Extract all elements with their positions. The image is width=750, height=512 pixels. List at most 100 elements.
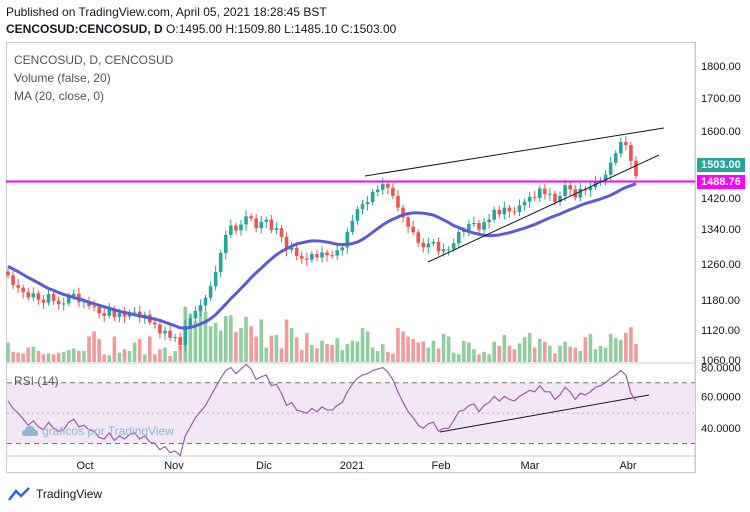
volume-bar [370, 347, 375, 362]
candle-body [299, 255, 304, 259]
candle-body [497, 209, 502, 215]
volume-bar [375, 350, 380, 362]
volume-bar [158, 349, 162, 362]
volume-bar [446, 336, 451, 362]
candle-body [249, 216, 253, 219]
candle-body [421, 242, 426, 248]
candle-body [522, 201, 527, 206]
volume-bar [350, 340, 355, 362]
volume-bar [132, 342, 137, 362]
volume-bar [279, 348, 284, 362]
candle-body [11, 275, 15, 286]
candle-body [543, 188, 547, 195]
hline-price-tag: 1488.76 [697, 175, 745, 189]
candle-body [203, 297, 208, 306]
volume-bar [416, 342, 421, 362]
candle-body [613, 153, 618, 163]
volume-bar [51, 354, 56, 362]
candle-body [355, 209, 360, 221]
volume-bar [26, 347, 31, 362]
candle-body [173, 337, 177, 339]
candle-body [375, 189, 380, 192]
volume-bar [117, 352, 122, 362]
volume-bar [482, 351, 486, 362]
candle-body [472, 222, 476, 225]
volume-bar [451, 352, 456, 362]
candle-body [619, 142, 623, 154]
volume-bar [178, 345, 182, 362]
volume-bar [613, 338, 618, 362]
volume-bar [284, 319, 289, 362]
candle-body [213, 272, 218, 287]
candle-body [158, 324, 162, 334]
candle-body [193, 310, 198, 319]
volume-bar [274, 334, 279, 362]
candle-body [532, 196, 537, 198]
volume-bar [467, 342, 471, 362]
volume-bar [386, 351, 390, 362]
candle-body [482, 222, 486, 230]
volume-bar [563, 341, 567, 362]
candle-body [107, 309, 112, 316]
volume-bar [320, 340, 324, 362]
price-tick-label: 1260.00 [701, 259, 741, 271]
volume-bar [163, 347, 167, 362]
candle-body [289, 247, 294, 250]
legend-series: CENCOSUD, D, CENCOSUD [14, 53, 174, 67]
candle-body [102, 313, 107, 316]
price-tick-label: 1800.00 [701, 61, 741, 73]
volume-bar [31, 346, 36, 362]
candle-body [401, 207, 405, 218]
candle-body [406, 217, 410, 227]
candle-body [92, 306, 96, 308]
cloud-icon [22, 426, 38, 436]
high-label: H: [225, 22, 238, 36]
candle-body [416, 232, 421, 243]
volume-bar [598, 345, 603, 362]
candle-body [239, 224, 243, 231]
volume-bar [340, 350, 345, 362]
time-tick-label: 2021 [340, 460, 364, 472]
symbol-label: CENCOSUD:CENCOSUD, D [6, 22, 163, 36]
legend-ma: MA (20, close, 0) [14, 89, 105, 103]
candle-body [456, 231, 461, 244]
low-value: 1485.10 [294, 22, 338, 36]
candle-body [310, 254, 314, 260]
volume-bar [254, 336, 258, 362]
candle-body [548, 193, 552, 195]
volume-bar [411, 339, 415, 362]
volume-bar [537, 339, 542, 362]
volume-bar [56, 352, 61, 362]
candle-body [16, 285, 20, 288]
candle-body [634, 160, 638, 177]
candle-body [168, 330, 172, 338]
volume-bar [578, 350, 583, 362]
volume-bar [264, 347, 269, 362]
candle-body [391, 187, 395, 197]
volume-bar [608, 333, 613, 362]
candle-body [259, 221, 264, 229]
candle-body [264, 219, 269, 222]
footer-brand[interactable]: TradingView [8, 487, 102, 501]
volume-bar [299, 350, 304, 362]
candle-body [36, 293, 41, 300]
candle-body [132, 311, 137, 313]
volume-bar [46, 353, 51, 362]
time-tick-label: Nov [164, 460, 184, 472]
volume-bar [603, 347, 608, 362]
price-tick-label: 1120.00 [701, 325, 740, 337]
volume-bar [517, 343, 522, 362]
volume-bar [497, 345, 502, 362]
candle-body [223, 234, 228, 253]
candle-body [436, 242, 441, 252]
volume-bar [229, 315, 233, 362]
volume-bar [66, 350, 71, 362]
ma-line [7, 182, 637, 330]
volume-bar [244, 316, 248, 362]
volume-bar [345, 344, 350, 362]
volume-bar [426, 347, 431, 362]
volume-bar [583, 337, 588, 362]
candle-body [31, 293, 36, 298]
volume-series [6, 305, 638, 362]
